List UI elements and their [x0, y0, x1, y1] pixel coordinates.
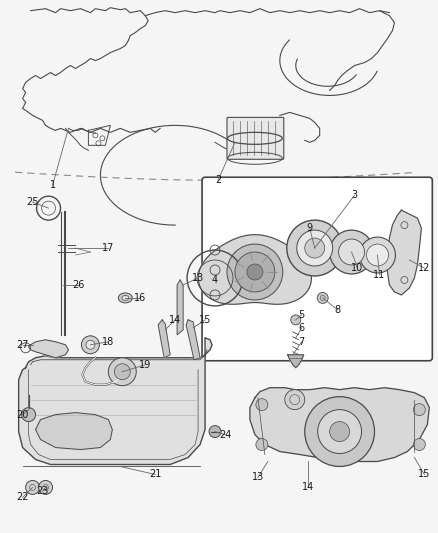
Text: 19: 19 [139, 360, 151, 370]
Text: 13: 13 [191, 273, 204, 283]
Text: 11: 11 [372, 270, 385, 280]
Circle shape [413, 403, 424, 416]
Ellipse shape [121, 295, 128, 301]
Circle shape [304, 238, 324, 258]
Polygon shape [198, 235, 311, 304]
Text: 17: 17 [102, 243, 114, 253]
Text: 9: 9 [306, 223, 312, 233]
Circle shape [366, 244, 388, 266]
Ellipse shape [118, 293, 132, 303]
Text: 1: 1 [49, 180, 56, 190]
FancyBboxPatch shape [201, 177, 431, 361]
Text: 7: 7 [298, 337, 304, 347]
Circle shape [255, 399, 267, 410]
Circle shape [359, 237, 395, 273]
Circle shape [317, 410, 361, 454]
Text: 15: 15 [198, 315, 211, 325]
Text: 27: 27 [16, 340, 29, 350]
Circle shape [86, 340, 95, 349]
Polygon shape [18, 338, 212, 464]
Text: 12: 12 [417, 263, 430, 273]
Text: 6: 6 [298, 323, 304, 333]
Circle shape [246, 264, 262, 280]
Text: 20: 20 [16, 410, 29, 419]
Text: 24: 24 [218, 430, 231, 440]
Circle shape [21, 408, 35, 422]
Polygon shape [287, 355, 303, 368]
Text: 2: 2 [214, 175, 221, 185]
Circle shape [413, 439, 424, 450]
Text: 3: 3 [351, 190, 357, 200]
Circle shape [304, 397, 374, 466]
Circle shape [329, 422, 349, 441]
Text: 18: 18 [102, 337, 114, 347]
FancyBboxPatch shape [226, 117, 283, 159]
Circle shape [338, 239, 364, 265]
Circle shape [226, 244, 282, 300]
Circle shape [296, 230, 332, 266]
Text: 15: 15 [417, 470, 430, 480]
Circle shape [25, 480, 39, 495]
Text: 14: 14 [169, 315, 181, 325]
Circle shape [234, 252, 274, 292]
Circle shape [108, 358, 136, 386]
Polygon shape [28, 340, 68, 358]
Polygon shape [35, 413, 112, 449]
Text: 21: 21 [148, 470, 161, 480]
Text: 23: 23 [36, 487, 49, 496]
Polygon shape [387, 210, 420, 295]
Circle shape [255, 439, 267, 450]
Circle shape [329, 230, 373, 274]
Text: 8: 8 [334, 305, 340, 315]
Circle shape [114, 364, 130, 379]
Text: 5: 5 [298, 310, 304, 320]
Polygon shape [177, 280, 183, 335]
Circle shape [290, 315, 300, 325]
Text: 4: 4 [212, 275, 218, 285]
Polygon shape [249, 387, 428, 462]
Text: 26: 26 [72, 280, 85, 290]
Circle shape [39, 480, 53, 495]
Text: 14: 14 [301, 482, 313, 492]
Circle shape [317, 293, 328, 303]
Text: 10: 10 [351, 263, 363, 273]
Text: 13: 13 [251, 472, 263, 482]
Text: 16: 16 [134, 293, 146, 303]
Polygon shape [186, 320, 200, 360]
Circle shape [286, 220, 342, 276]
Text: 22: 22 [16, 492, 29, 503]
Text: 25: 25 [26, 197, 39, 207]
Polygon shape [158, 320, 170, 358]
Circle shape [208, 425, 220, 438]
Circle shape [81, 336, 99, 354]
Circle shape [284, 390, 304, 410]
